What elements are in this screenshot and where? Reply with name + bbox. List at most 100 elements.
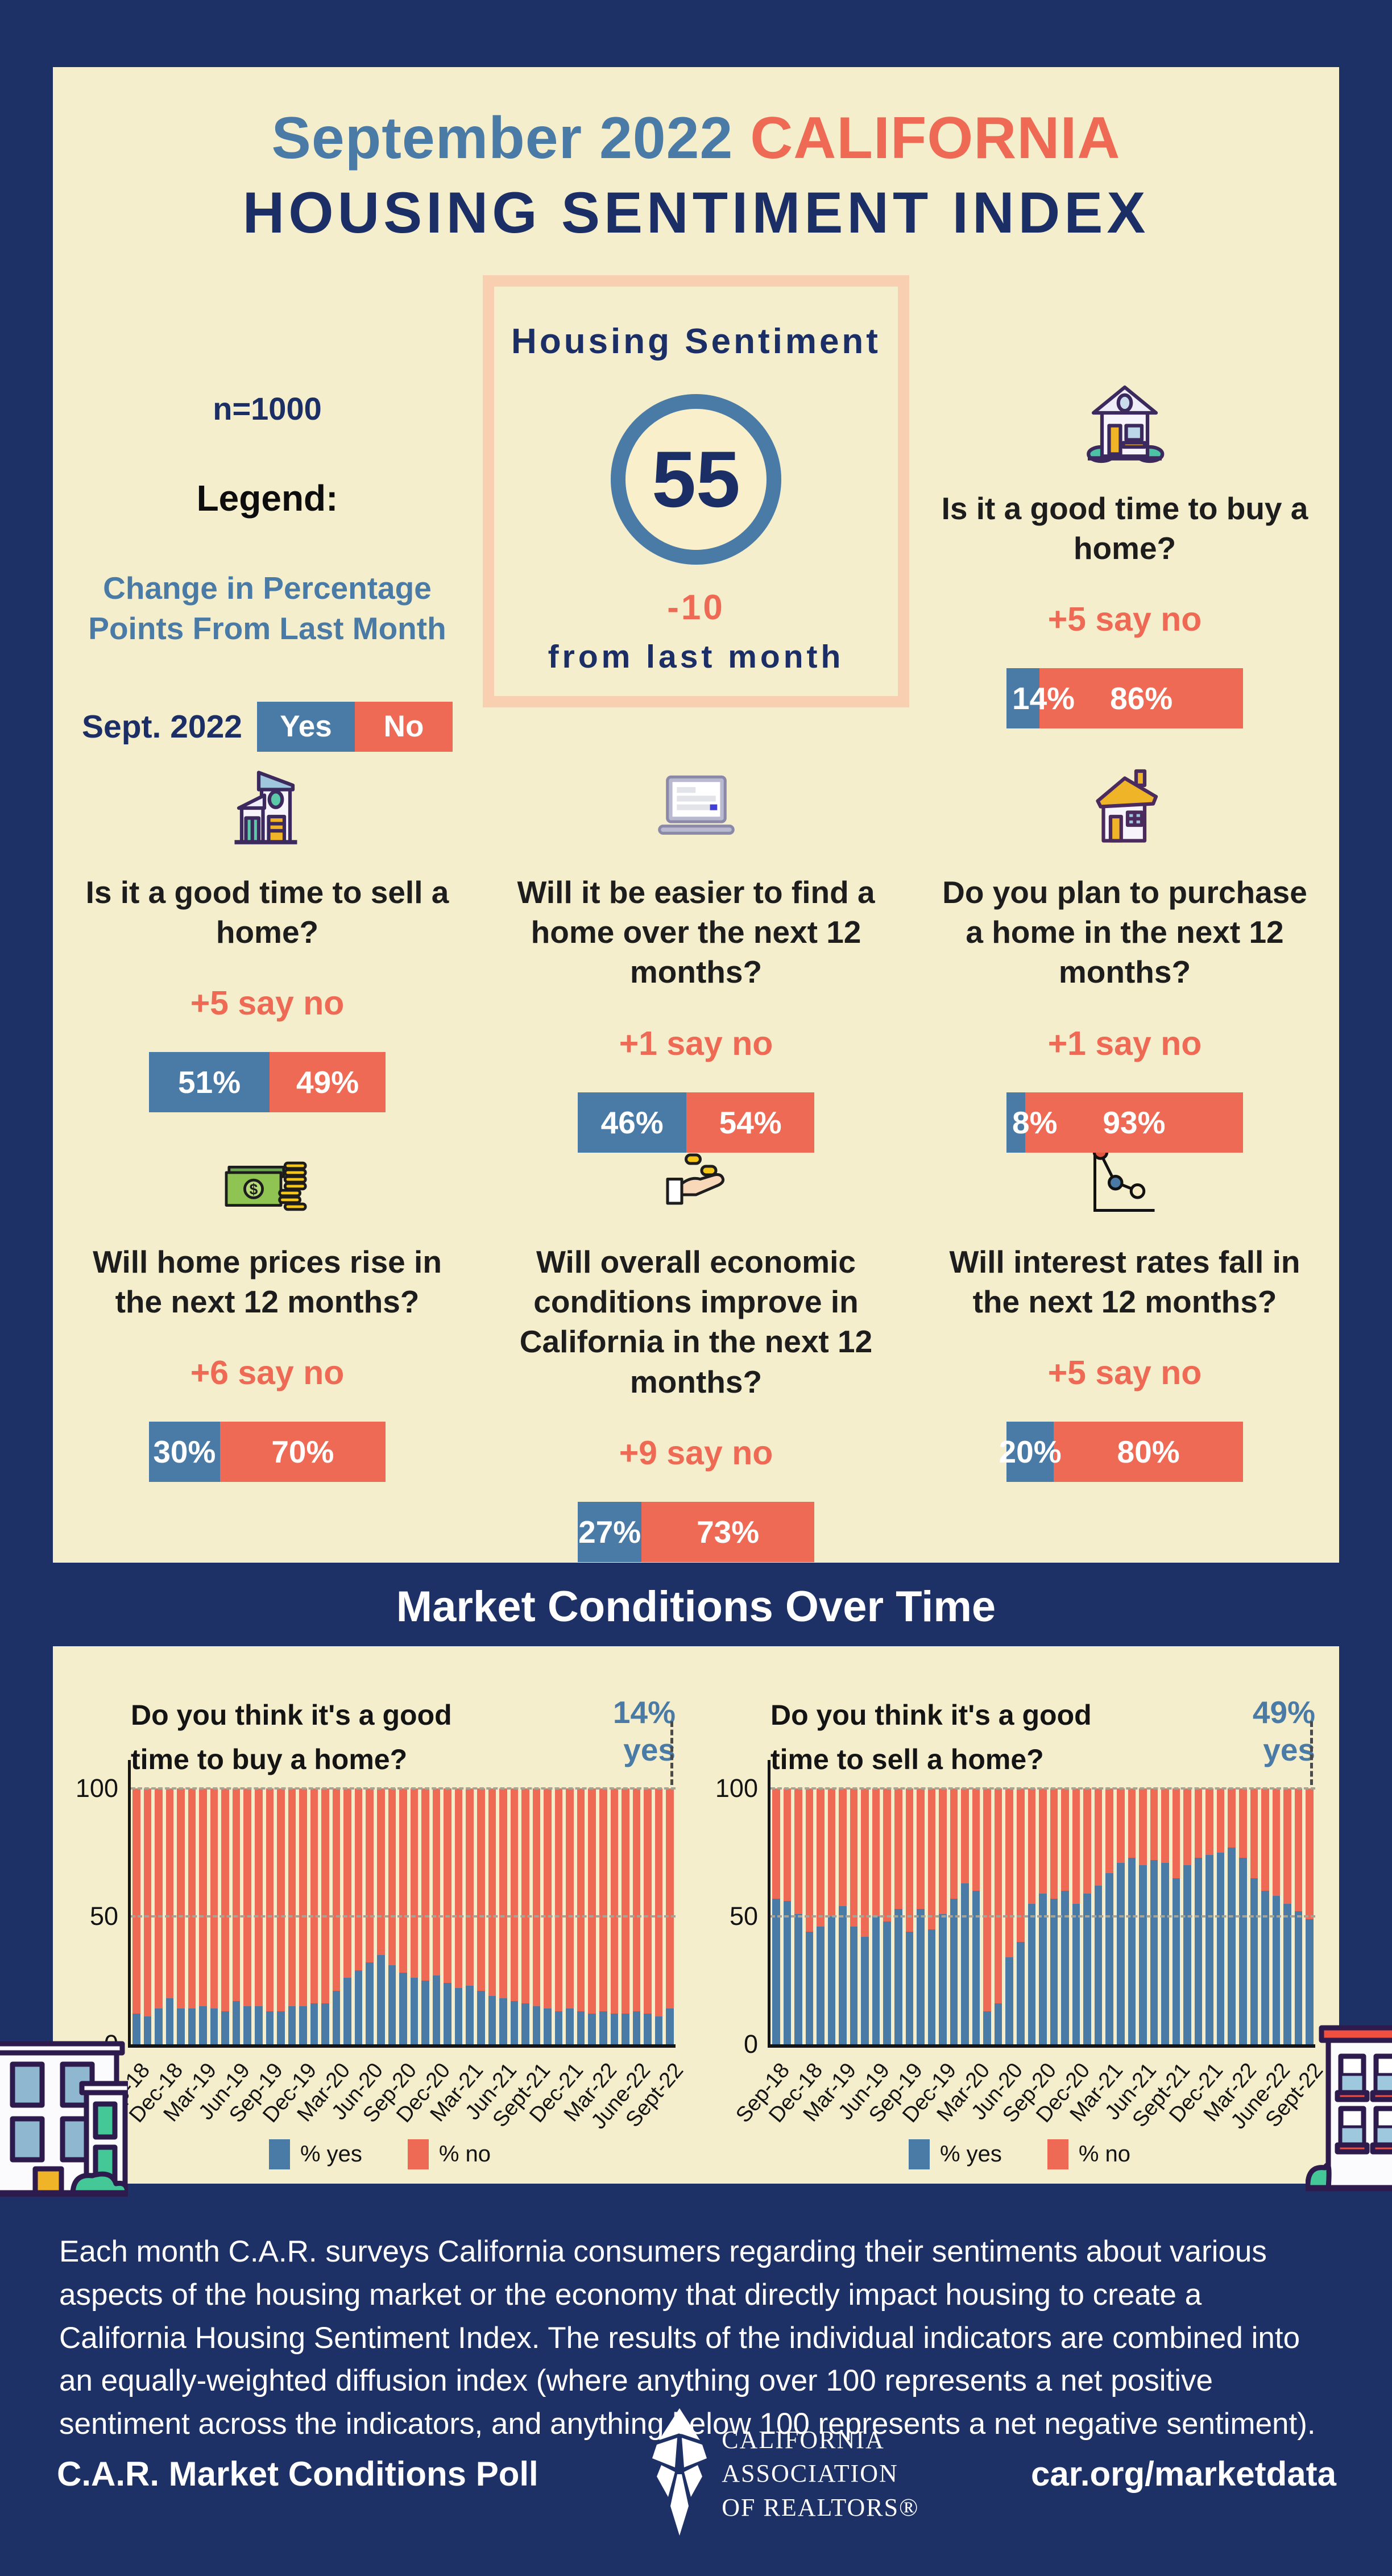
- legend-item-label: % yes: [939, 2142, 1002, 2167]
- svg-text:$: $: [250, 1181, 258, 1198]
- yes-no-bar: 8% 93%: [1006, 1092, 1243, 1153]
- bar-no-segment: 49%: [270, 1052, 386, 1113]
- annotation-suffix: yes: [623, 1732, 676, 1767]
- question-card-economy: Will overall economic conditions improve…: [510, 1107, 883, 1563]
- bar-yes-segment: 51%: [149, 1052, 270, 1113]
- legend-item-label: % yes: [300, 2142, 362, 2167]
- bar-no-value: 73%: [697, 1514, 760, 1550]
- no-swatch: [1047, 2139, 1068, 2169]
- y-tick-50: 50: [729, 1902, 758, 1931]
- question-delta: +1 say no: [619, 1024, 773, 1062]
- page-title-line2: HOUSING SENTIMENT INDEX: [242, 180, 1150, 245]
- x-axis: [768, 2044, 1315, 2048]
- purchase-home-icon: [939, 763, 1311, 851]
- car-logo-icon: [652, 2408, 707, 2536]
- bar-yes-segment: 46%: [578, 1092, 687, 1153]
- sentiment-score: 55: [652, 434, 740, 524]
- legend-no-chip: No: [355, 701, 453, 752]
- gridline-100: [770, 1787, 1315, 1790]
- annotation-dashed-line: [670, 1721, 673, 1785]
- bar-series: [131, 1788, 676, 2044]
- sentiment-change-caption: from last month: [548, 639, 844, 676]
- legend-label: Legend:: [196, 477, 338, 519]
- chart-legend: % yes % no: [67, 2139, 693, 2169]
- legend-item-no: % no: [1047, 2139, 1130, 2169]
- chart-head: Do you think it's a good time to sell a …: [770, 1693, 1315, 1782]
- annotation-dashed-line: [1310, 1721, 1313, 1785]
- bar-series: [770, 1788, 1315, 2044]
- question-delta: +1 say no: [1047, 1024, 1202, 1062]
- sample-size: n=1000: [213, 390, 322, 426]
- bar-no-segment: 73%: [641, 1502, 814, 1563]
- main-panel: September 2022 CALIFORNIA HOUSING SENTIM…: [53, 67, 1339, 1563]
- bar-yes-value: 30%: [153, 1434, 216, 1470]
- chart-good-time-to-sell: Do you think it's a good time to sell a …: [707, 1678, 1332, 2178]
- yes-no-bar: 30% 70%: [149, 1422, 386, 1482]
- yes-no-bar: 14% 86%: [1006, 668, 1243, 729]
- question-text: Will overall economic conditions improve…: [519, 1244, 873, 1399]
- section-title: Market Conditions Over Time: [396, 1583, 996, 1631]
- car-logo: CALIFORNIA ASSOCIATION OF REALTORS®: [650, 2408, 919, 2539]
- chart-title: Do you think it's a good time to buy a h…: [131, 1699, 452, 1775]
- bar-yes-segment: 30%: [149, 1422, 220, 1482]
- bar-no-value: 93%: [1103, 1104, 1166, 1140]
- annotation-suffix: yes: [1263, 1732, 1315, 1767]
- question-text: Is it a good time to buy a home?: [941, 490, 1308, 566]
- find-home-icon: [510, 763, 883, 851]
- bar-no-value: 80%: [1117, 1434, 1180, 1470]
- bar-no-segment: 80%: [1054, 1422, 1243, 1482]
- annotation-value: 49%: [1252, 1695, 1315, 1730]
- sentiment-block: Housing Sentiment 55 -10 from last month: [483, 275, 909, 737]
- bar-no-value: 54%: [719, 1104, 782, 1140]
- y-tick-100: 100: [715, 1774, 758, 1803]
- chart-annotation: 49% yes: [1253, 1693, 1315, 1782]
- car-logo-text: CALIFORNIA ASSOCIATION OF REALTORS®: [722, 2423, 919, 2524]
- bar-no-value: 86%: [1110, 681, 1173, 717]
- legend-item-label: % no: [1078, 2142, 1131, 2167]
- yes-no-bar: 51% 49%: [149, 1052, 386, 1113]
- sell-home-icon: [81, 763, 454, 851]
- chart-head: Do you think it's a good time to buy a h…: [131, 1693, 676, 1782]
- question-delta: +5 say no: [190, 984, 345, 1022]
- gridline-100: [131, 1787, 676, 1790]
- legend-block: n=1000 Legend: Change in Percentage Poin…: [82, 293, 453, 752]
- question-delta: +5 say no: [1047, 600, 1202, 639]
- x-axis: [128, 2044, 676, 2048]
- gridline-50: [131, 1915, 676, 1917]
- sentiment-box: Housing Sentiment 55 -10 from last month: [483, 275, 909, 707]
- legend-item-label: % no: [438, 2142, 491, 2167]
- buy-home-icon: [939, 379, 1311, 467]
- bar-no-value: 70%: [271, 1434, 334, 1470]
- no-swatch: [407, 2139, 429, 2169]
- question-card-prices: $ Will home prices rise in the next 12 m…: [81, 1107, 454, 1482]
- legend-change-note: Change in Percentage Points From Last Mo…: [88, 570, 446, 647]
- legend-item-yes: % yes: [268, 2139, 362, 2169]
- y-axis: [128, 1760, 131, 2046]
- chart-good-time-to-buy: Do you think it's a good time to buy a h…: [67, 1678, 693, 2178]
- gridline-50: [770, 1915, 1315, 1917]
- question-card-buy: Is it a good time to buy a home? +5 say …: [939, 293, 1311, 737]
- bar-no-segment: 54%: [686, 1092, 814, 1153]
- title-state: CALIFORNIA: [750, 105, 1121, 171]
- question-card-find: Will it be easier to find a home over th…: [510, 737, 883, 1153]
- bar-yes-value: 8%: [1012, 1104, 1058, 1140]
- buildings-right-illustration: [1303, 2022, 1392, 2196]
- footer-url: car.org/marketdata: [1031, 2454, 1336, 2493]
- y-tick-0: 0: [743, 2030, 758, 2059]
- question-text: Do you plan to purchase a home in the ne…: [942, 874, 1307, 990]
- y-tick-50: 50: [89, 1902, 118, 1931]
- content-grid: n=1000 Legend: Change in Percentage Poin…: [53, 275, 1339, 1563]
- bar-yes-value: 46%: [600, 1104, 664, 1140]
- bar-yes-value: 20%: [999, 1434, 1062, 1470]
- question-text: Is it a good time to sell a home?: [85, 874, 449, 950]
- question-delta: +6 say no: [190, 1354, 345, 1392]
- logo-line: CALIFORNIA: [722, 2425, 885, 2454]
- question-delta: +9 say no: [619, 1434, 773, 1472]
- sentiment-title: Housing Sentiment: [511, 321, 881, 361]
- yes-no-bar: 27% 73%: [578, 1502, 814, 1563]
- question-card-sell: Is it a good time to sell a home? +5 say…: [81, 737, 454, 1113]
- buildings-left-illustration: [0, 2035, 132, 2200]
- plot-area: 100 50 0: [715, 1721, 1315, 2059]
- poll-name: C.A.R. Market Conditions Poll: [57, 2454, 538, 2493]
- bar-yes-segment: 20%: [999, 1422, 1062, 1482]
